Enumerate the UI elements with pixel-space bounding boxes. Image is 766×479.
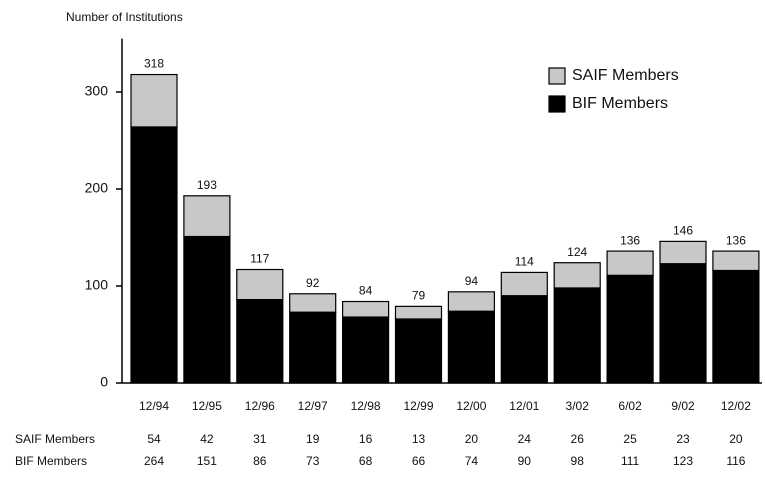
table-value: 26	[571, 432, 585, 446]
x-tick-label: 12/96	[245, 399, 275, 413]
x-tick-label: 12/00	[456, 399, 486, 413]
bar-segment	[712, 250, 760, 272]
bar-segment	[500, 271, 548, 297]
table-value: 90	[518, 454, 532, 468]
table-value: 31	[253, 432, 267, 446]
bar-segment	[183, 195, 231, 238]
total-label: 92	[306, 276, 320, 290]
bar-segment	[447, 291, 495, 312]
total-label: 124	[567, 245, 587, 259]
bar-segment	[606, 274, 654, 384]
x-tick-label: 12/99	[403, 399, 433, 413]
bar-segment	[236, 298, 284, 384]
table-value: 23	[676, 432, 690, 446]
table-value: 66	[412, 454, 426, 468]
bar-segment	[289, 293, 337, 313]
total-label: 114	[515, 255, 534, 269]
table-value: 25	[623, 432, 637, 446]
y-axis-label: Number of Institutions	[66, 10, 183, 24]
x-tick-label: 12/94	[139, 399, 169, 413]
x-tick-label: 12/95	[192, 399, 222, 413]
table-value: 74	[465, 454, 479, 468]
total-label: 84	[359, 284, 373, 298]
table-value: 16	[359, 432, 373, 446]
legend-swatch	[548, 95, 566, 113]
legend-label: SAIF Members	[572, 67, 679, 84]
x-tick-label: 12/98	[351, 399, 381, 413]
bar-segment	[342, 316, 390, 384]
legend-swatch	[548, 67, 566, 85]
x-tick-label: 12/97	[298, 399, 328, 413]
table-value: 123	[673, 454, 693, 468]
table-value: 111	[621, 454, 640, 468]
bar-segment	[289, 311, 337, 384]
table-value: 20	[729, 432, 743, 446]
x-tick-label: 12/02	[721, 399, 751, 413]
bar-segment	[236, 268, 284, 301]
table-value: 86	[253, 454, 267, 468]
x-tick-label: 9/02	[671, 399, 695, 413]
bar-segment	[553, 262, 601, 289]
total-label: 136	[620, 233, 640, 247]
y-tick-label: 100	[85, 277, 109, 293]
bar-segment	[659, 263, 707, 384]
x-tick-label: 3/02	[566, 399, 590, 413]
table-value: 98	[571, 454, 585, 468]
table-value: 54	[147, 432, 161, 446]
table-value: 42	[200, 432, 214, 446]
bar-segment	[342, 300, 390, 318]
table-row-label: SAIF Members	[15, 432, 95, 446]
bar-segment	[394, 305, 443, 320]
table-value: 13	[412, 432, 426, 446]
bar-segment	[183, 235, 231, 384]
total-label: 94	[465, 274, 479, 288]
bar-segment	[130, 73, 178, 128]
bar-segment	[606, 250, 654, 276]
total-label: 146	[673, 224, 693, 238]
bar-segment	[659, 240, 707, 265]
legend-label: BIF Members	[572, 95, 668, 112]
y-tick-label: 200	[85, 180, 109, 196]
table-value: 68	[359, 454, 373, 468]
bar-segment	[447, 310, 495, 384]
bar-segment	[130, 126, 178, 384]
table-value: 116	[726, 454, 745, 468]
total-label: 79	[412, 289, 426, 303]
bar-segment	[500, 295, 548, 384]
bar-segment	[712, 269, 760, 384]
x-tick-label: 6/02	[618, 399, 642, 413]
total-label: 136	[726, 233, 746, 247]
table-value: 24	[518, 432, 532, 446]
x-tick-label: 12/01	[509, 399, 539, 413]
total-label: 193	[197, 178, 217, 192]
table-value: 73	[306, 454, 320, 468]
bar-segment	[553, 287, 601, 384]
y-tick-label: 300	[85, 83, 109, 99]
bar-segment	[394, 318, 443, 384]
y-tick-label: 0	[100, 374, 108, 390]
table-row-label: BIF Members	[15, 454, 87, 468]
table-value: 151	[197, 454, 217, 468]
table-value: 19	[306, 432, 320, 446]
table-value: 20	[465, 432, 479, 446]
total-label: 318	[144, 57, 164, 71]
table-value: 264	[144, 454, 164, 468]
total-label: 117	[250, 252, 269, 266]
